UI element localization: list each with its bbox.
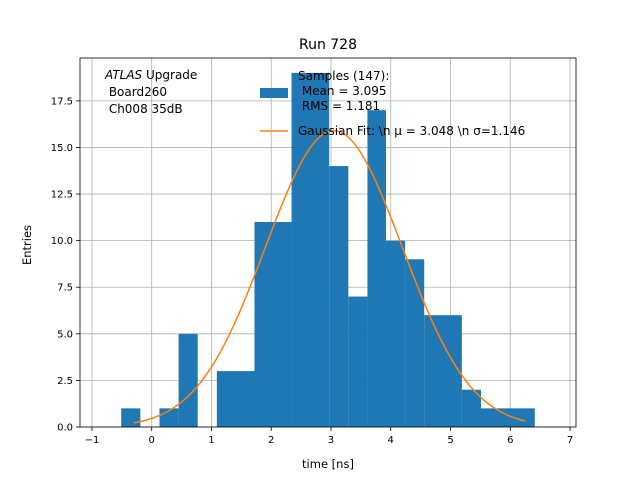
y-tick-label: 7.5	[57, 283, 73, 294]
y-tick-label: 5.0	[57, 329, 73, 340]
annotation-line-3: Ch008 35dB	[105, 102, 183, 116]
histogram-bar	[405, 259, 425, 427]
histogram-bar	[461, 389, 481, 427]
atlas-annotation: ATLAS Upgrade Board260 Ch008 35dB	[104, 68, 197, 116]
y-tick-label: 17.5	[51, 96, 73, 107]
histogram-bar	[121, 408, 141, 427]
y-tick-label: 10.0	[51, 236, 73, 247]
y-tick-label: 12.5	[51, 190, 73, 201]
x-tick-label: 0	[149, 435, 155, 446]
annotation-atlas-label: ATLAS	[104, 68, 143, 82]
histogram-bar	[367, 110, 386, 427]
x-tick-label: 1	[208, 435, 214, 446]
x-tick-label: 2	[268, 435, 274, 446]
annotation-line-2: Board260	[105, 85, 167, 99]
histogram-bar	[480, 408, 535, 427]
y-tick-label: 2.5	[57, 376, 73, 387]
histogram-bar	[291, 72, 330, 427]
histogram-bars	[121, 72, 535, 427]
x-tick-label: 3	[328, 435, 334, 446]
histogram-bar	[254, 222, 292, 427]
histogram-bar	[348, 296, 368, 427]
legend-hist-line: Mean = 3.095	[298, 84, 387, 98]
histogram-bar	[216, 371, 255, 427]
histogram-bar	[424, 315, 462, 427]
histogram-bar	[178, 333, 198, 427]
y-tick-label: 15.0	[51, 143, 73, 154]
legend-hist-line: RMS = 1.181	[298, 99, 380, 113]
x-axis-label: time [ns]	[302, 457, 354, 471]
gaussian-fit-line	[133, 129, 526, 424]
x-tick-label: −1	[85, 435, 100, 446]
annotation-upgrade-label: Upgrade	[142, 68, 197, 82]
y-axis-ticks: 0.0 2.5 5.0 7.5 10.0 12.5 15.0 17.5	[51, 96, 80, 434]
y-axis-label: Entries	[20, 225, 34, 265]
x-axis-ticks: −1 0 1 2 3 4 5 6 7	[85, 427, 573, 446]
legend-hist-label: Samples (147): Mean = 3.095 RMS = 1.181	[298, 69, 389, 113]
legend-hist-swatch	[260, 88, 288, 98]
histogram-bar	[329, 166, 349, 427]
y-tick-label: 0.0	[57, 423, 73, 434]
x-tick-label: 7	[567, 435, 573, 446]
annotation-line-1: ATLAS Upgrade	[104, 68, 197, 82]
x-tick-label: 4	[388, 435, 394, 446]
x-tick-label: 6	[507, 435, 513, 446]
legend-hist-line: Samples (147):	[298, 69, 389, 83]
legend-fit-label: Gaussian Fit: \n μ = 3.048 \n σ=1.146	[298, 124, 525, 138]
x-tick-label: 5	[447, 435, 453, 446]
histogram-bar	[385, 240, 406, 427]
chart-title: Run 728	[299, 37, 357, 53]
axes-frame	[79, 57, 577, 428]
legend: Samples (147): Mean = 3.095 RMS = 1.181 …	[260, 69, 525, 138]
